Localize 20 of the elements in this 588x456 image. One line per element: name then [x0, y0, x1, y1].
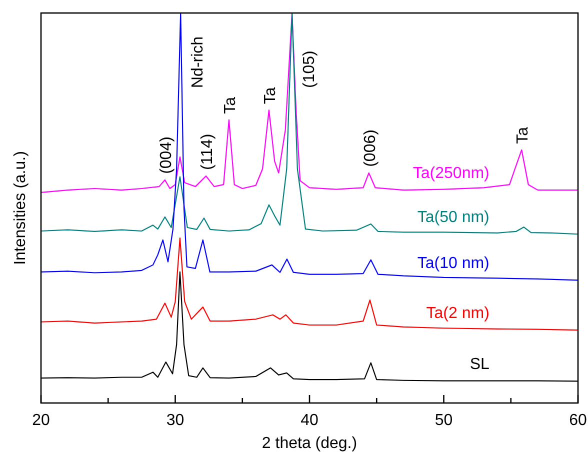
annotation: Nd-rich [190, 36, 207, 88]
series-label: SL [470, 356, 490, 374]
x-tick-label: 60 [569, 412, 587, 429]
series-label: Ta(2 nm) [426, 305, 490, 322]
annotation: (006) [362, 130, 379, 167]
annotation: Ta [222, 96, 239, 114]
annotation: (004) [158, 136, 175, 174]
series-label: Ta(10 nm) [417, 255, 490, 272]
x-axis-title: 2 theta (deg.) [262, 435, 358, 452]
y-axis-title: Intensities (a.u.) [12, 151, 29, 265]
annotation: Ta [514, 126, 532, 144]
annotation: (105) [301, 50, 318, 88]
x-tick-label: 40 [300, 412, 318, 429]
x-tick-label: 50 [434, 412, 453, 429]
series-label: Ta(250nm) [412, 165, 490, 182]
series-label: Ta(50 nm) [417, 209, 490, 226]
annotation: Ta [262, 87, 279, 104]
annotation: (114) [198, 134, 216, 170]
x-tick-label: 20 [32, 412, 50, 429]
x-tick-label: 30 [166, 412, 184, 429]
